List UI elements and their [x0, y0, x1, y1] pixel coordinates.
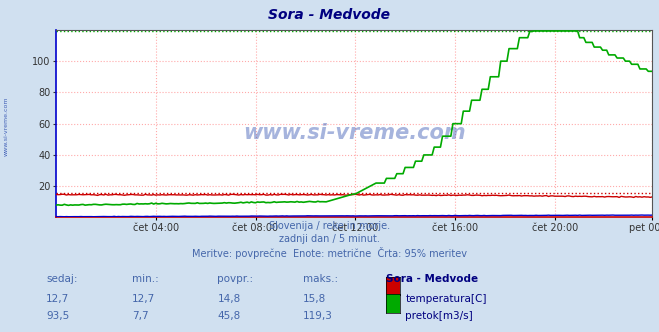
Text: Slovenija / reke in morje.: Slovenija / reke in morje.	[269, 221, 390, 231]
Text: povpr.:: povpr.:	[217, 274, 254, 284]
Text: 15,8: 15,8	[303, 294, 326, 304]
Text: 45,8: 45,8	[217, 311, 241, 321]
Text: 12,7: 12,7	[132, 294, 155, 304]
Text: pretok[m3/s]: pretok[m3/s]	[405, 311, 473, 321]
Text: www.si-vreme.com: www.si-vreme.com	[243, 123, 465, 143]
Text: www.si-vreme.com: www.si-vreme.com	[4, 96, 9, 156]
Text: 93,5: 93,5	[46, 311, 69, 321]
Text: sedaj:: sedaj:	[46, 274, 78, 284]
Text: temperatura[C]: temperatura[C]	[405, 294, 487, 304]
Text: min.:: min.:	[132, 274, 159, 284]
Text: Sora - Medvode: Sora - Medvode	[386, 274, 478, 284]
Text: 14,8: 14,8	[217, 294, 241, 304]
Text: 7,7: 7,7	[132, 311, 148, 321]
Text: 12,7: 12,7	[46, 294, 69, 304]
Text: maks.:: maks.:	[303, 274, 338, 284]
Text: Meritve: povprečne  Enote: metrične  Črta: 95% meritev: Meritve: povprečne Enote: metrične Črta:…	[192, 247, 467, 259]
Text: zadnji dan / 5 minut.: zadnji dan / 5 minut.	[279, 234, 380, 244]
Text: 119,3: 119,3	[303, 311, 333, 321]
Text: Sora - Medvode: Sora - Medvode	[268, 8, 391, 22]
